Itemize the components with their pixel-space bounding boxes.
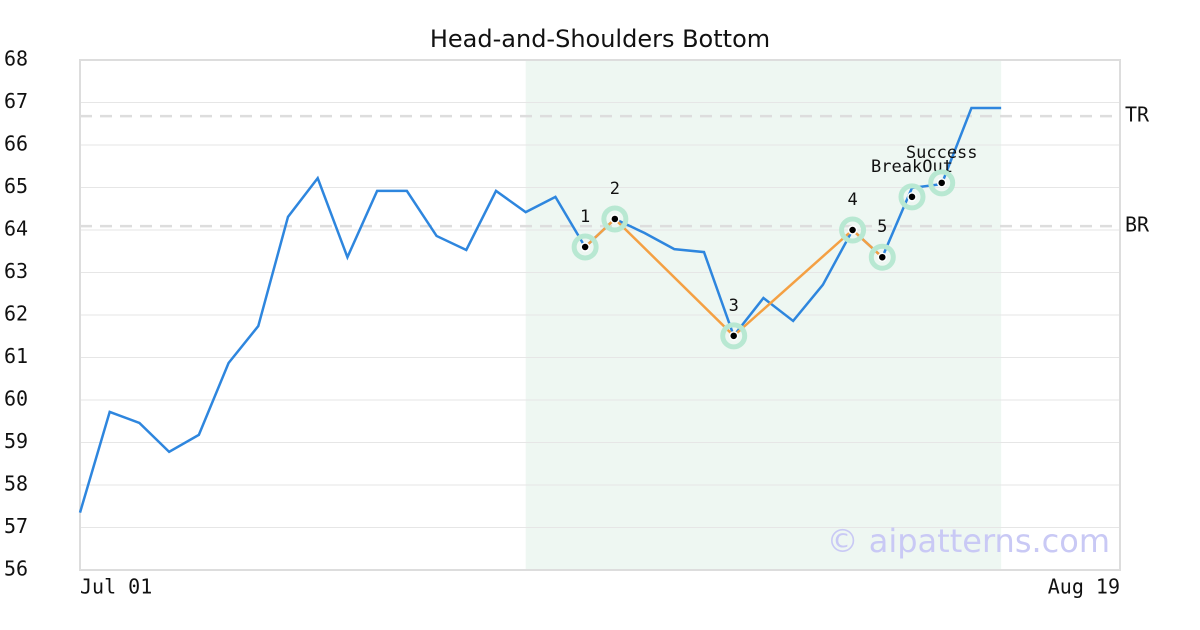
marker-halo bbox=[928, 169, 956, 197]
marker-label: Success bbox=[906, 143, 978, 163]
y-tick-label: 64 bbox=[4, 217, 28, 241]
marker-dot bbox=[877, 252, 888, 262]
marker-label: 5 bbox=[877, 217, 887, 237]
plot-frame bbox=[79, 59, 1121, 571]
x-tick-label: Jul 01 bbox=[80, 575, 152, 599]
marker-halo bbox=[898, 183, 926, 211]
y-tick-label: 68 bbox=[4, 47, 28, 71]
level-label: TR bbox=[1125, 103, 1150, 127]
y-tick-label: 59 bbox=[4, 429, 28, 453]
marker-halo bbox=[839, 216, 867, 244]
watermark: © aipatterns.com bbox=[827, 522, 1110, 560]
y-tick-label: 67 bbox=[4, 89, 28, 113]
marker-dot bbox=[728, 331, 739, 341]
marker-dot bbox=[847, 225, 858, 235]
y-tick-label: 56 bbox=[4, 557, 28, 581]
marker-dot bbox=[936, 178, 947, 188]
y-tick-label: 63 bbox=[4, 259, 28, 283]
y-tick-label: 66 bbox=[4, 132, 28, 156]
marker-label: 1 bbox=[580, 207, 590, 227]
marker-dot bbox=[907, 192, 917, 202]
marker-label: 2 bbox=[610, 179, 620, 199]
marker-halo bbox=[868, 243, 896, 271]
marker-label: 3 bbox=[729, 296, 739, 316]
marker-halo bbox=[720, 322, 748, 350]
y-tick-label: 57 bbox=[4, 514, 28, 538]
y-tick-label: 58 bbox=[4, 472, 28, 496]
y-tick-label: 62 bbox=[4, 302, 28, 326]
y-tick-label: 60 bbox=[4, 387, 28, 411]
y-tick-label: 61 bbox=[4, 344, 28, 368]
marker-dot bbox=[580, 242, 590, 252]
level-label: BR bbox=[1125, 213, 1150, 237]
marker-halo bbox=[571, 233, 599, 261]
marker-halo bbox=[601, 205, 629, 233]
marker-label: 4 bbox=[847, 190, 857, 210]
marker-label: BreakOut bbox=[871, 157, 953, 177]
x-tick-label: Aug 19 bbox=[1048, 575, 1120, 599]
chart-title: Head-and-Shoulders Bottom bbox=[430, 25, 770, 53]
marker-dot bbox=[610, 214, 620, 224]
y-tick-label: 65 bbox=[4, 174, 28, 198]
